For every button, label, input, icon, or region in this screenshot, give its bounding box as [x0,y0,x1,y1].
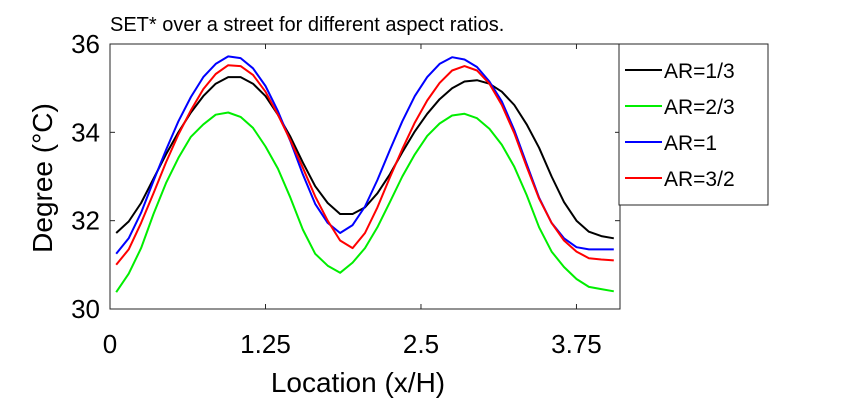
y-tick-label: 32 [71,206,100,236]
series-lines [115,55,614,293]
legend-label: AR=1/3 [664,60,735,83]
x-tick-label: 3.75 [551,329,602,359]
plot-area [109,43,621,310]
x-axis-label: Location (x/H) [271,367,445,398]
y-tick-label: 30 [71,294,100,324]
legend-item: AR=2/3 [625,96,735,119]
tick-labels: 0 1.25 2.5 3.75 30 32 34 36 [71,29,602,359]
legend-label: AR=2/3 [664,96,735,119]
legend-items: AR=1/3 AR=2/3 AR=1 AR=3/2 [625,60,735,191]
x-tick-label: 0 [103,329,117,359]
x-tick-label: 2.5 [403,329,439,359]
plot-frame [109,43,621,310]
legend-item: AR=3/2 [625,168,735,191]
chart-title: SET* over a street for different aspect … [110,14,504,36]
legend-item: AR=1 [625,132,717,155]
y-tick-label: 34 [71,117,100,147]
axis-ticks [109,43,620,310]
y-tick-label: 36 [71,29,100,59]
legend-item: AR=1/3 [625,60,735,83]
legend-label: AR=1 [664,132,717,155]
y-axis-label: Degree (°C) [27,103,58,253]
x-tick-label: 1.25 [240,329,291,359]
series-line-ar-3-2 [115,64,614,266]
series-line-ar-2-3 [115,111,614,293]
legend: AR=1/3 AR=2/3 AR=1 AR=3/2 [618,43,769,206]
legend-label: AR=3/2 [664,168,735,191]
